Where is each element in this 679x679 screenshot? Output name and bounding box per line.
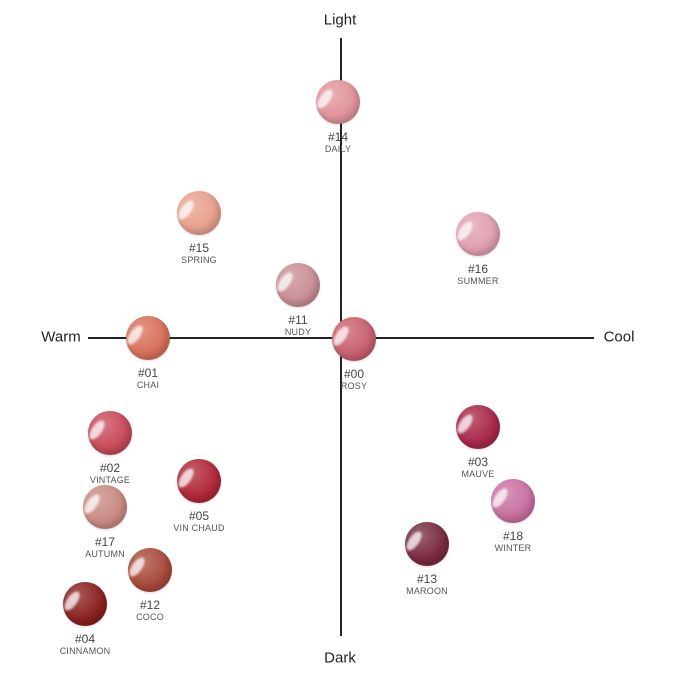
color-swatch: [63, 582, 107, 626]
shade-number: #02: [99, 461, 121, 475]
shade-name: SUMMER: [457, 276, 499, 286]
shade-number: #05: [188, 509, 210, 523]
shade-number: #16: [467, 262, 489, 276]
shade-number: #13: [416, 572, 438, 586]
color-swatch: [177, 191, 221, 235]
axis-label-dark: Dark: [324, 649, 356, 667]
color-swatch: [126, 316, 170, 360]
shade-name: WINTER: [494, 543, 532, 553]
color-swatch: [83, 485, 127, 529]
shade-number: #17: [94, 535, 116, 549]
shade-number: #14: [327, 130, 349, 144]
shade-number: #04: [74, 632, 96, 646]
shade-number: #00: [343, 367, 365, 381]
color-swatch: [276, 263, 320, 307]
shade-name: COCO: [136, 612, 164, 622]
color-swatch: [88, 411, 132, 455]
shade-name: CINNAMON: [59, 646, 111, 656]
color-swatch: [491, 479, 535, 523]
shade-name: VIN CHAUD: [173, 523, 225, 533]
shade-name: VINTAGE: [89, 475, 131, 485]
shade-name: CHAI: [136, 380, 160, 390]
axis-label-light: Light: [323, 11, 357, 29]
shade-name: MAROON: [406, 586, 448, 596]
shade-number: #18: [502, 529, 524, 543]
shade-name: MAUVE: [461, 469, 495, 479]
shade-number: #03: [467, 455, 489, 469]
color-swatch: [405, 522, 449, 566]
shade-name: NUDY: [284, 327, 312, 337]
shade-number: #15: [188, 241, 210, 255]
shade-number: #01: [137, 366, 159, 380]
axis-label-cool: Cool: [603, 328, 635, 346]
color-swatch: [456, 405, 500, 449]
color-swatch: [128, 548, 172, 592]
shade-name: ROSY: [340, 381, 368, 391]
color-swatch: [177, 459, 221, 503]
shade-name: SPRING: [181, 255, 217, 265]
axis-label-warm: Warm: [41, 328, 81, 346]
shade-number: #12: [139, 598, 161, 612]
shade-number: #11: [288, 313, 308, 327]
shade-name: DAILY: [324, 144, 352, 154]
color-swatch: [456, 212, 500, 256]
color-swatch: [316, 80, 360, 124]
shade-name: AUTUMN: [85, 549, 125, 559]
color-swatch: [332, 317, 376, 361]
